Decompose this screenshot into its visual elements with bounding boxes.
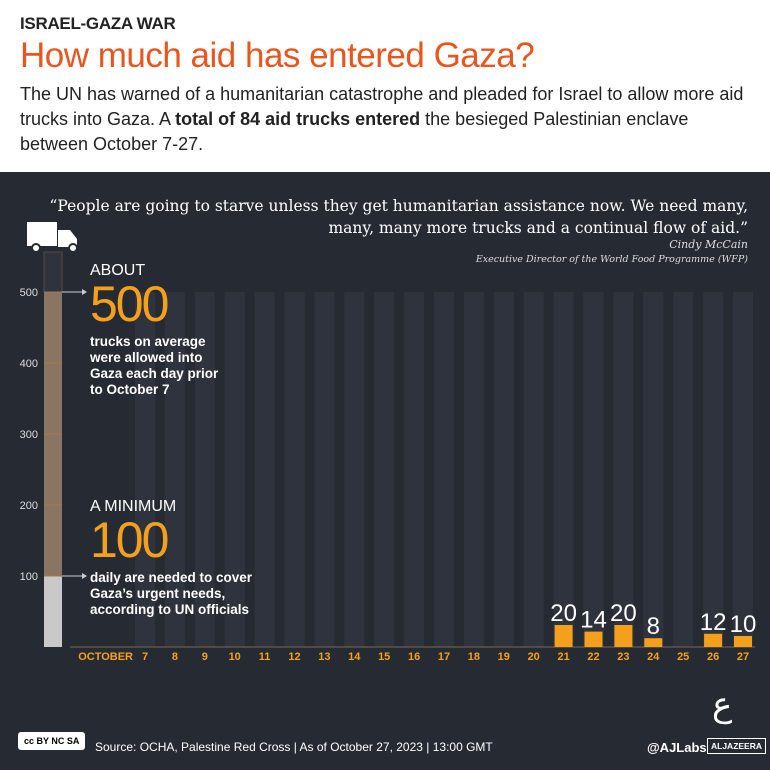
data-bar <box>584 631 603 647</box>
arrow-head-icon <box>82 289 87 295</box>
ghost-column <box>224 292 245 647</box>
ghost-column <box>673 292 694 647</box>
ghost-column <box>493 292 514 647</box>
x-axis-title: OCTOBER <box>78 651 133 663</box>
ghost-column <box>523 292 544 647</box>
x-tick-label: 10 <box>229 651 241 663</box>
about-value: 500 <box>90 276 169 332</box>
ghost-column <box>703 292 724 647</box>
x-tick-label: 23 <box>617 651 629 663</box>
reference-bar-100 <box>44 576 62 647</box>
header: ISRAEL-GAZA WAR How much aid has entered… <box>0 0 770 172</box>
y-tick-label: 400 <box>20 358 38 370</box>
handle[interactable]: @AJLabs <box>647 740 707 755</box>
page-title: How much aid has entered Gaza? <box>20 36 535 75</box>
x-tick-label: 27 <box>737 651 749 663</box>
data-label: 12 <box>700 609 727 636</box>
data-bar <box>614 624 633 647</box>
brand-logo: ALJAZEERA <box>707 738 767 754</box>
ghost-column <box>164 292 185 647</box>
minimum-value: 100 <box>90 512 169 568</box>
chart: 100 200 300 400 500 OCTOBER 7 8 9 10 11 12 13 14 15 16 1… <box>20 222 757 663</box>
ghost-column <box>613 292 634 647</box>
aljazeera-logo-icon: ع <box>712 686 733 724</box>
ghost-column <box>314 292 335 647</box>
ghost-column <box>434 292 454 647</box>
about-desc: trucks on average were allowed into Gaza… <box>90 334 219 397</box>
quote-role: Executive Director of the World Food Pro… <box>475 254 748 265</box>
y-tick-label: 300 <box>20 429 38 441</box>
data-label: 10 <box>730 611 757 638</box>
x-tick-label: 20 <box>528 651 540 663</box>
x-tick-label: 11 <box>259 651 271 663</box>
about-label: ABOUT <box>90 262 146 279</box>
x-tick-label: 26 <box>707 651 719 663</box>
x-tick-label: 22 <box>587 651 599 663</box>
ghost-column <box>553 292 574 647</box>
ghost-column <box>643 292 664 647</box>
data-label: 20 <box>550 600 577 627</box>
x-tick-label: 12 <box>288 651 300 663</box>
data-label: 8 <box>647 613 660 640</box>
ghost-column <box>733 292 753 647</box>
x-tick-label: 24 <box>647 651 660 663</box>
license-badge: cc BY NC SA <box>18 732 86 750</box>
minimum-label: A MINIMUM <box>90 498 177 515</box>
subtitle-text-end: the besieged Palestinian enclave between… <box>20 109 689 154</box>
x-tick-label: 19 <box>498 651 510 663</box>
minimum-desc: daily are needed to cover Gaza’s urgent … <box>90 570 253 617</box>
data-bar <box>644 638 663 647</box>
quote-author: Cindy McCain <box>669 238 748 251</box>
x-tick-label: 21 <box>557 651 569 663</box>
ghost-column <box>463 292 484 647</box>
y-tick-label: 200 <box>20 500 38 512</box>
y-tick-label: 100 <box>20 571 38 583</box>
subtitle-bold: total of 84 aid trucks entered <box>175 109 421 129</box>
arrow-head-icon <box>82 573 87 579</box>
footer: cc BY NC SA Source: OCHA, Palestine Red … <box>0 732 770 762</box>
x-tick-label: 9 <box>202 651 208 663</box>
ghost-column <box>583 292 604 647</box>
ghost-column <box>254 292 275 647</box>
ghost-column <box>374 292 395 647</box>
data-label: 20 <box>610 600 637 627</box>
x-tick-label: 15 <box>378 651 390 663</box>
bar-outline <box>43 251 63 293</box>
kicker: ISRAEL-GAZA WAR <box>20 14 176 33</box>
truck-icon <box>27 222 78 253</box>
x-tick-label: 14 <box>348 651 361 663</box>
x-tick-label: 13 <box>318 651 330 663</box>
ghost-column <box>344 292 365 647</box>
subtitle: The UN has warned of a humanitarian cata… <box>20 82 750 157</box>
y-tick-label: 500 <box>20 287 38 299</box>
ghost-column <box>194 292 215 647</box>
x-tick-label: 17 <box>438 651 450 663</box>
x-tick-label: 18 <box>468 651 480 663</box>
data-label: 14 <box>580 607 607 634</box>
data-bar <box>704 633 723 647</box>
ghost-column <box>284 292 305 647</box>
quote-text: “People are going to starve unless they … <box>49 197 748 237</box>
x-tick-label: 25 <box>677 651 689 663</box>
data-bar <box>554 624 573 647</box>
x-tick-label: 8 <box>172 651 178 663</box>
data-bar <box>734 635 752 647</box>
subtitle-text: The UN has warned of a humanitarian cata… <box>20 84 744 129</box>
minimum-annotation: A MINIMUM 100 daily are needed to cover … <box>90 498 290 618</box>
x-tick-label: 16 <box>408 651 420 663</box>
about-annotation: ABOUT 500 trucks on average were allowed… <box>90 262 230 398</box>
source-text: Source: OCHA, Palestine Red Cross | As o… <box>95 740 493 754</box>
ghost-column <box>404 292 425 647</box>
ghost-column <box>135 292 155 647</box>
x-tick-label: 7 <box>142 651 148 663</box>
